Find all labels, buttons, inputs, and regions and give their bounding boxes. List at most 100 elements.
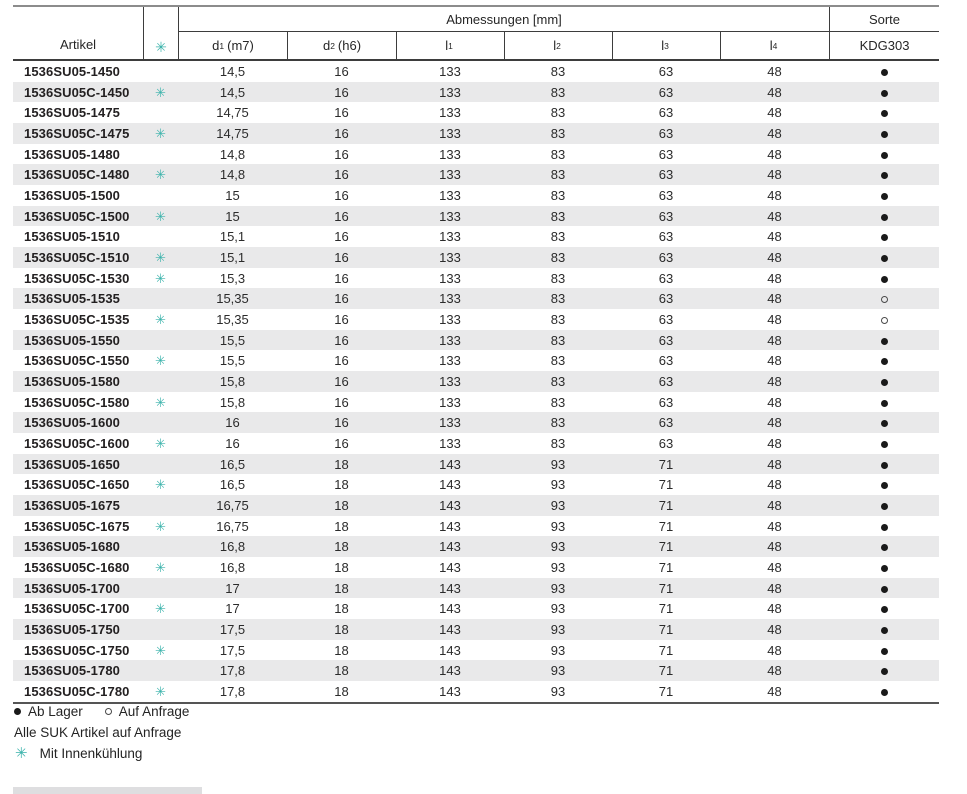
l1-cell: 133 — [439, 167, 461, 183]
cooling-cell: ✳ — [143, 126, 178, 141]
d2-cell: 16 — [334, 208, 349, 224]
d1-cell: 15,3 — [219, 270, 246, 286]
filled-circle-icon — [880, 503, 888, 510]
l4-cell: 48 — [767, 84, 782, 100]
cooling-cell: ✳ — [143, 560, 178, 575]
artikel-cell: 1536SU05-1580 — [24, 373, 120, 389]
artikel-cell: 1536SU05-1550 — [24, 332, 120, 348]
l1-cell: 133 — [439, 373, 461, 389]
l2-cell: 83 — [550, 373, 566, 389]
cooling-cell: ✳ — [143, 271, 178, 286]
l1-cell: 133 — [439, 311, 461, 327]
sorte-cell — [829, 663, 939, 678]
cooling-cell: ✳ — [143, 601, 178, 616]
table-row: 1536SU05C-1580 ✳ 15,8 16 133 83 63 48 — [13, 392, 939, 413]
l2-cell: 83 — [550, 332, 566, 348]
l4-cell: 48 — [767, 291, 782, 307]
d1-cell: 17,8 — [219, 663, 246, 679]
open-circle-icon — [880, 316, 888, 324]
snowflake-icon: ✳ — [155, 477, 166, 493]
d1-cell: 16,75 — [216, 497, 249, 513]
d1-cell: 14,5 — [219, 63, 246, 79]
snowflake-icon: ✳ — [155, 518, 166, 534]
table-row: 1536SU05C-1475 ✳ 14,75 16 133 83 63 48 — [13, 123, 939, 144]
l2-cell: 83 — [550, 63, 566, 79]
stock-legend: Ab Lager Auf Anfrage — [14, 704, 189, 719]
table-row: 1536SU05C-1480 ✳ 14,8 16 133 83 63 48 — [13, 164, 939, 186]
d2-cell: 18 — [334, 601, 349, 617]
filled-circle-icon — [880, 254, 888, 262]
l2-cell: 93 — [550, 580, 566, 596]
d1-cell: 15,35 — [216, 311, 249, 327]
d1-cell: 16,8 — [219, 559, 246, 575]
artikel-cell: 1536SU05C-1650 — [24, 477, 130, 493]
table-row: 1536SU05-1675 16,75 18 143 93 71 48 — [13, 495, 939, 516]
table-body: 1536SU05-1450 14,5 16 133 83 63 48 1536SU05C-14… — [13, 61, 939, 704]
l1-cell: 133 — [439, 270, 461, 286]
d1-cell: 16,5 — [219, 456, 246, 472]
l4-cell: 48 — [767, 580, 782, 596]
d2-cell: 18 — [334, 580, 349, 596]
sorte-cell — [829, 601, 939, 616]
sorte-cell — [829, 684, 939, 699]
d2-cell: 18 — [334, 456, 349, 472]
snowflake-icon: ✳ — [155, 435, 166, 451]
l2-cell: 83 — [550, 229, 566, 245]
sorte-cell — [829, 312, 939, 327]
cooling-cell: ✳ — [143, 250, 178, 265]
table-row: 1536SU05C-1750 ✳ 17,5 18 143 93 71 48 — [13, 640, 939, 661]
l4-cell: 48 — [767, 105, 782, 121]
d1-cell: 16,8 — [219, 539, 246, 555]
d1-cell: 14,5 — [219, 84, 246, 100]
d2-cell: 18 — [334, 559, 349, 575]
filled-circle-icon — [880, 68, 888, 76]
snowflake-icon: ✳ — [155, 642, 166, 658]
l4-cell: 48 — [767, 683, 782, 699]
l2-cell: 83 — [550, 435, 566, 451]
filled-circle-icon — [880, 668, 888, 676]
l2-cell: 83 — [550, 146, 566, 162]
l4-cell: 48 — [767, 663, 782, 679]
d2-cell: 18 — [334, 518, 349, 534]
d2-cell: 18 — [334, 621, 349, 637]
l1-cell: 133 — [439, 146, 461, 162]
artikel-cell: 1536SU05-1780 — [24, 663, 120, 679]
d2-cell: 16 — [334, 270, 349, 286]
d1-cell: 15 — [225, 208, 240, 224]
column-header-artikel: Artikel — [59, 37, 97, 52]
l4-cell: 48 — [767, 353, 782, 369]
l1-cell: 143 — [439, 601, 461, 617]
l1-cell: 133 — [439, 291, 461, 307]
column-header-d1: d 1 (m7) — [178, 32, 287, 59]
filled-circle-icon — [880, 627, 888, 635]
l3-cell: 71 — [658, 601, 674, 617]
open-circle-icon — [880, 296, 888, 304]
sorte-cell — [829, 353, 939, 368]
artikel-cell: 1536SU05-1680 — [24, 539, 120, 555]
l3-cell: 63 — [658, 229, 674, 245]
artikel-cell: 1536SU05C-1500 — [24, 208, 130, 224]
l2-cell: 83 — [550, 105, 566, 121]
filled-circle-icon — [880, 110, 888, 118]
l1-cell: 143 — [439, 642, 461, 658]
l3-cell: 71 — [658, 559, 674, 575]
l2-cell: 83 — [550, 270, 566, 286]
sorte-cell — [829, 105, 939, 120]
cooling-cell: ✳ — [143, 167, 178, 182]
table-row: 1536SU05-1535 15,35 16 133 83 63 48 — [13, 288, 939, 310]
l3-cell: 63 — [658, 311, 674, 327]
sorte-cell — [829, 167, 939, 182]
filled-circle-icon — [880, 358, 888, 366]
dimension-table: Artikel ✳ Abmessungen [mm] Sorte d 1 (m7) … — [13, 5, 939, 704]
d1-cell: 17,5 — [219, 621, 246, 637]
l3-cell: 63 — [658, 415, 674, 431]
filled-circle-icon — [880, 275, 888, 283]
l1-cell: 133 — [439, 415, 461, 431]
d2-cell: 16 — [334, 291, 349, 307]
d1-cell: 15,8 — [219, 373, 246, 389]
table-row: 1536SU05C-1500 ✳ 15 16 133 83 63 48 — [13, 205, 939, 227]
d2-cell: 18 — [334, 663, 349, 679]
d2-cell: 16 — [334, 332, 349, 348]
d1-cell: 14,75 — [216, 125, 249, 141]
